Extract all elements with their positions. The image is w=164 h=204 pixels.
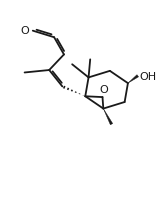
Polygon shape (128, 75, 139, 83)
Text: O: O (99, 85, 108, 95)
Text: OH: OH (139, 72, 156, 82)
Text: O: O (20, 26, 29, 36)
Polygon shape (103, 109, 113, 125)
